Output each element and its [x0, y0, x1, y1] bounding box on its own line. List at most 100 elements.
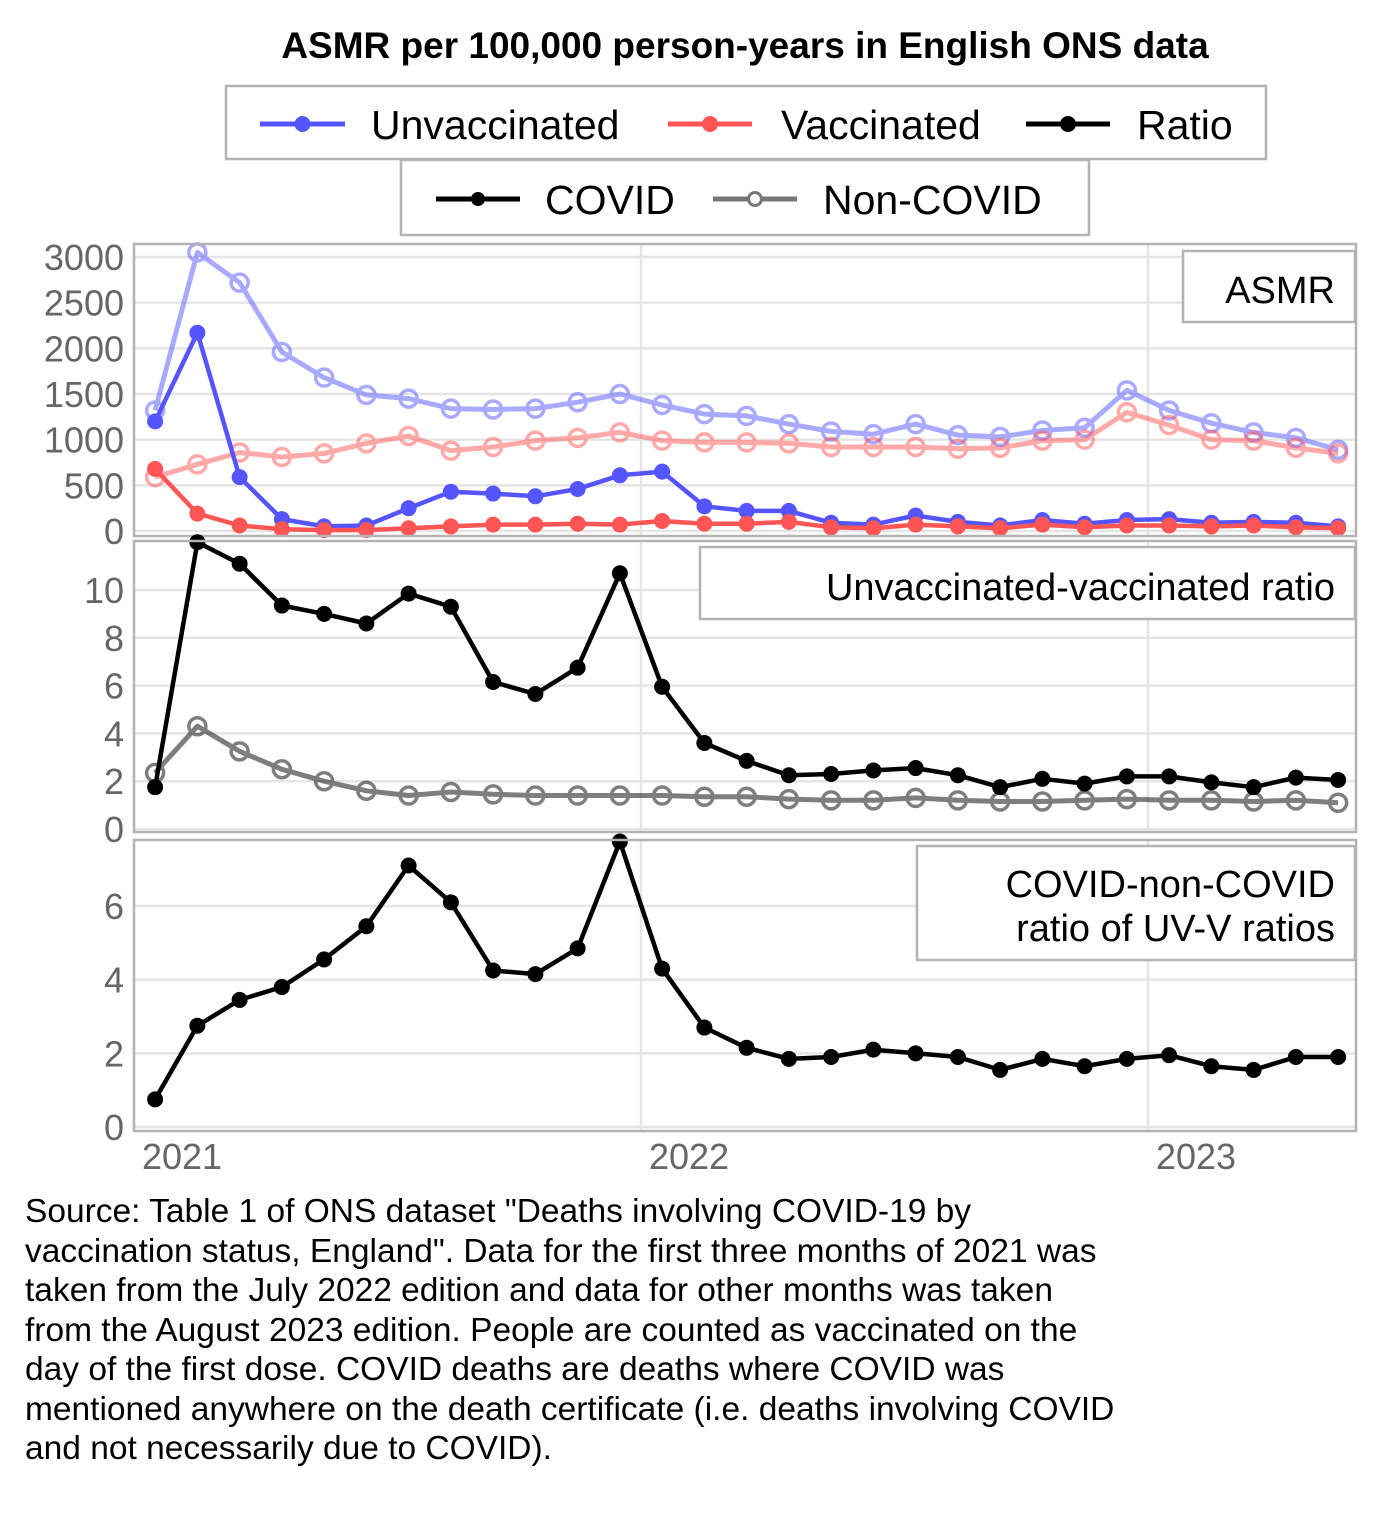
data-point — [1032, 791, 1053, 812]
data-point — [863, 790, 884, 811]
data-point — [696, 1019, 713, 1036]
data-point — [442, 483, 459, 500]
data-point — [1330, 1049, 1347, 1066]
data-point — [696, 734, 713, 751]
data-point — [273, 521, 290, 538]
data-point — [527, 488, 544, 505]
strip-label: ASMR — [1225, 270, 1335, 312]
data-point — [440, 398, 462, 419]
data-point — [609, 785, 631, 806]
data-point — [1158, 414, 1180, 436]
data-point — [654, 463, 671, 480]
y-tick-label: 1000 — [44, 420, 124, 461]
data-point — [947, 424, 969, 446]
data-point — [865, 1041, 882, 1058]
legend-label: COVID — [545, 177, 675, 223]
series-line — [154, 409, 1339, 480]
data-point — [187, 454, 208, 475]
source-caption: Source: Table 1 of ONS dataset "Deaths i… — [25, 1193, 1115, 1467]
y-tick-label: 0 — [104, 1107, 124, 1148]
data-point — [485, 516, 502, 533]
data-point — [147, 413, 164, 430]
y-tick-label: 4 — [104, 713, 124, 754]
data-point — [1161, 517, 1178, 534]
data-point — [271, 341, 293, 363]
data-point — [313, 367, 335, 388]
legend-marker — [294, 116, 311, 132]
chart-title: ASMR per 100,000 person-years in English… — [281, 25, 1209, 66]
strip-label: ratio of UV-V ratios — [1016, 908, 1335, 950]
data-point — [1245, 1061, 1262, 1078]
data-point — [694, 432, 715, 453]
data-point — [1201, 429, 1222, 450]
data-point — [1076, 775, 1093, 792]
y-tick-label: 0 — [104, 809, 124, 850]
data-point — [400, 500, 417, 517]
legend-marker — [471, 192, 485, 206]
legend-label: Vaccinated — [781, 102, 981, 148]
data-point — [780, 767, 797, 784]
legend-item-ratio: Ratio — [1026, 102, 1233, 148]
data-point — [1034, 770, 1051, 787]
data-point — [1116, 380, 1138, 401]
data-point — [780, 513, 797, 530]
data-point — [485, 962, 502, 979]
data-point — [485, 674, 502, 691]
data-point — [1116, 402, 1138, 423]
data-point — [992, 1061, 1009, 1078]
data-point — [398, 425, 419, 447]
data-point — [696, 515, 713, 532]
series-vaccinated-non-covid — [144, 402, 1349, 488]
data-point — [1034, 1050, 1051, 1067]
data-point — [231, 991, 248, 1008]
data-point — [778, 413, 800, 435]
series-line — [152, 249, 1339, 453]
data-point — [273, 979, 290, 996]
data-point — [1285, 790, 1307, 811]
data-point — [905, 413, 926, 435]
y-tick-label: 2000 — [44, 328, 124, 369]
data-point — [1203, 1058, 1220, 1075]
strip-label: COVID-non-COVID — [1006, 864, 1335, 906]
data-point — [611, 467, 628, 484]
y-tick-label: 2 — [104, 761, 124, 802]
data-point — [482, 784, 504, 805]
data-point — [651, 430, 673, 451]
series-vaccinated-covid — [147, 460, 1347, 539]
y-tick-label: 2500 — [44, 283, 124, 324]
legend-item-covid: COVID — [436, 177, 675, 223]
data-point — [1161, 768, 1178, 785]
data-point — [738, 1039, 755, 1056]
data-point — [527, 685, 544, 702]
data-point — [567, 391, 588, 413]
data-point — [316, 605, 333, 622]
data-point — [907, 760, 924, 777]
data-point — [398, 785, 419, 806]
data-point — [696, 498, 713, 515]
data-point — [1285, 437, 1307, 459]
data-point — [229, 741, 250, 762]
data-point — [992, 520, 1009, 537]
data-point — [442, 598, 459, 615]
data-point — [1245, 517, 1262, 534]
data-point — [400, 857, 417, 874]
data-point — [907, 1045, 924, 1062]
data-point — [820, 790, 842, 811]
y-tick-label: 6 — [104, 666, 124, 707]
data-point — [947, 438, 969, 460]
data-point — [189, 505, 206, 522]
data-point — [271, 446, 293, 468]
data-point — [525, 785, 546, 806]
y-tick-label: 6 — [104, 886, 124, 927]
data-point — [440, 781, 462, 803]
data-point — [738, 752, 755, 769]
data-point — [609, 383, 631, 405]
data-point — [1158, 400, 1180, 421]
data-point — [694, 403, 715, 425]
legend-label: Ratio — [1137, 102, 1233, 148]
data-point — [358, 522, 375, 539]
panel-border — [132, 539, 1358, 834]
y-tick-label: 4 — [104, 960, 124, 1001]
data-point — [189, 324, 206, 341]
